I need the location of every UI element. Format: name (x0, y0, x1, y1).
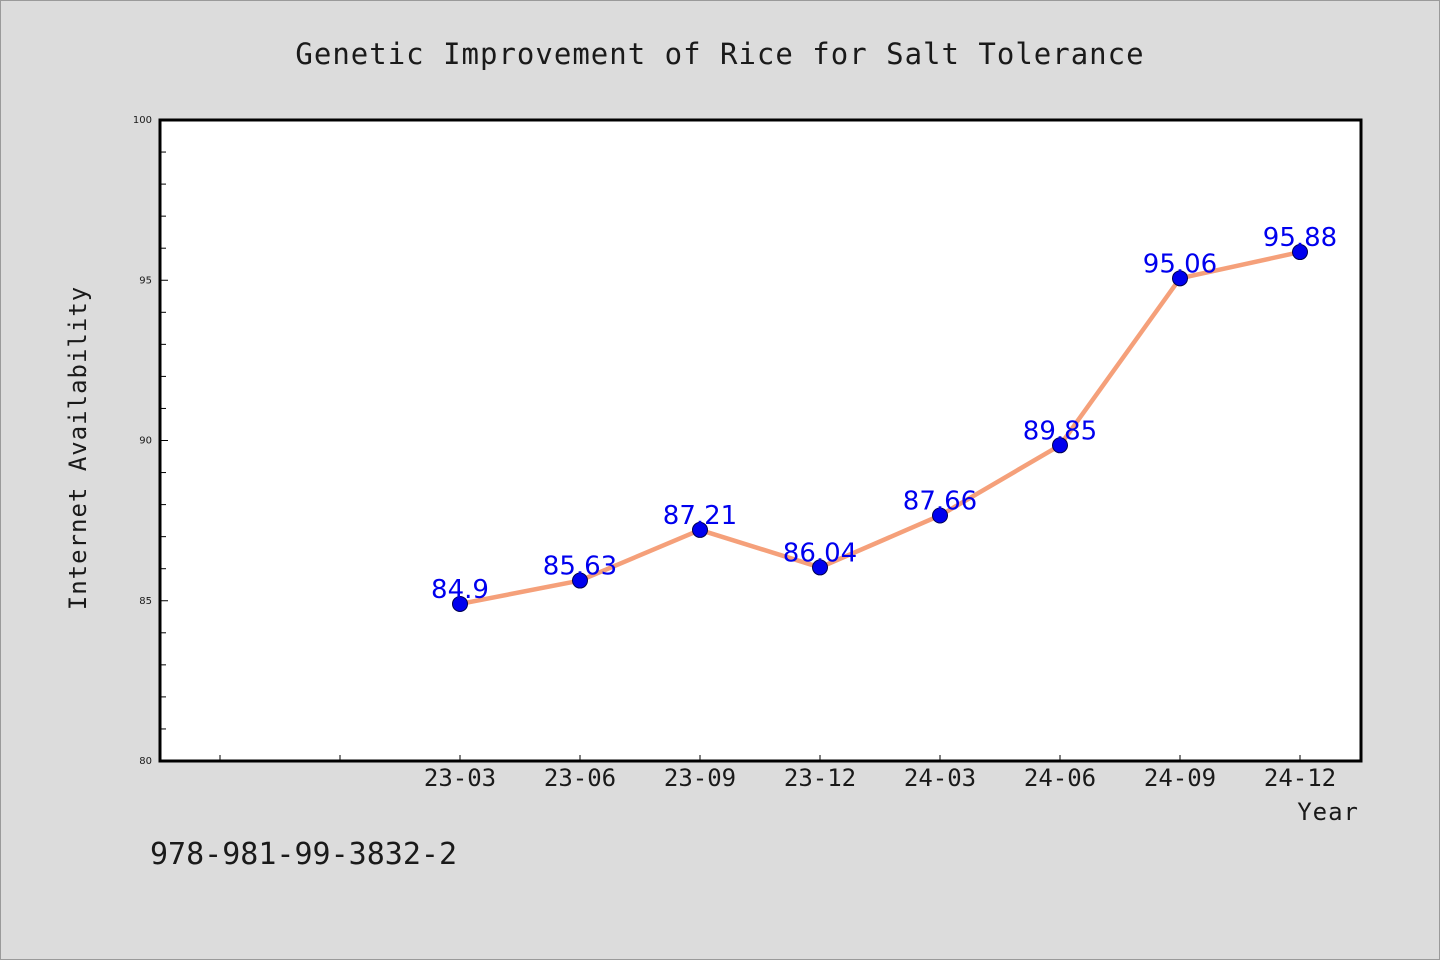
data-label: 95.06 (1143, 249, 1217, 279)
x-tick-label: 23-09 (664, 764, 736, 792)
y-tick-label: 100 (133, 115, 152, 126)
data-point (1052, 437, 1068, 454)
x-tick-label: 24-03 (904, 764, 976, 792)
x-tick-label: 23-03 (424, 764, 496, 792)
data-label: 85.63 (543, 552, 617, 582)
data-point (812, 559, 828, 576)
y-tick-label: 80 (139, 756, 152, 767)
x-tick-label: 23-06 (544, 764, 616, 792)
data-point (572, 572, 588, 589)
y-axis: 80 85 90 95 100 (133, 115, 168, 767)
plot-area (158, 118, 1363, 763)
data-label: 87.66 (903, 486, 977, 516)
x-tick-label: 24-06 (1024, 764, 1096, 792)
data-point (1292, 244, 1308, 261)
data-markers (452, 244, 1308, 612)
x-tick-label: 24-09 (1144, 764, 1216, 792)
series-line (457, 249, 1303, 607)
x-tick-label: 24-12 (1264, 764, 1336, 792)
data-label: 87.21 (663, 501, 737, 531)
series-line-group (457, 249, 1303, 607)
x-axis-label: Year (1297, 798, 1359, 826)
data-point (452, 595, 468, 612)
data-label: 84.9 (431, 575, 489, 605)
data-label: 95.88 (1263, 223, 1337, 253)
y-tick-label: 95 (139, 275, 152, 286)
data-point (1172, 270, 1188, 287)
y-axis-label: Internet Availability (64, 286, 92, 610)
x-tick-label: 23-12 (784, 764, 856, 792)
x-axis: 23-03 23-06 23-09 23-12 24-03 24-06 24-09 24-12 (219, 755, 1336, 792)
y-tick-label: 90 (139, 436, 152, 447)
isbn-text: 978-981-99-3832-2 (150, 837, 457, 872)
data-point (692, 521, 708, 538)
data-point (932, 507, 948, 524)
data-label: 89.85 (1023, 416, 1097, 446)
data-labels: 84.9 85.63 87.21 86.04 87.66 89.85 95.06 95.88 (431, 223, 1337, 605)
data-label: 86.04 (783, 538, 857, 568)
chart-title: Genetic Improvement of Rice for Salt Tol… (295, 37, 1144, 71)
y-tick-label: 85 (139, 596, 152, 607)
